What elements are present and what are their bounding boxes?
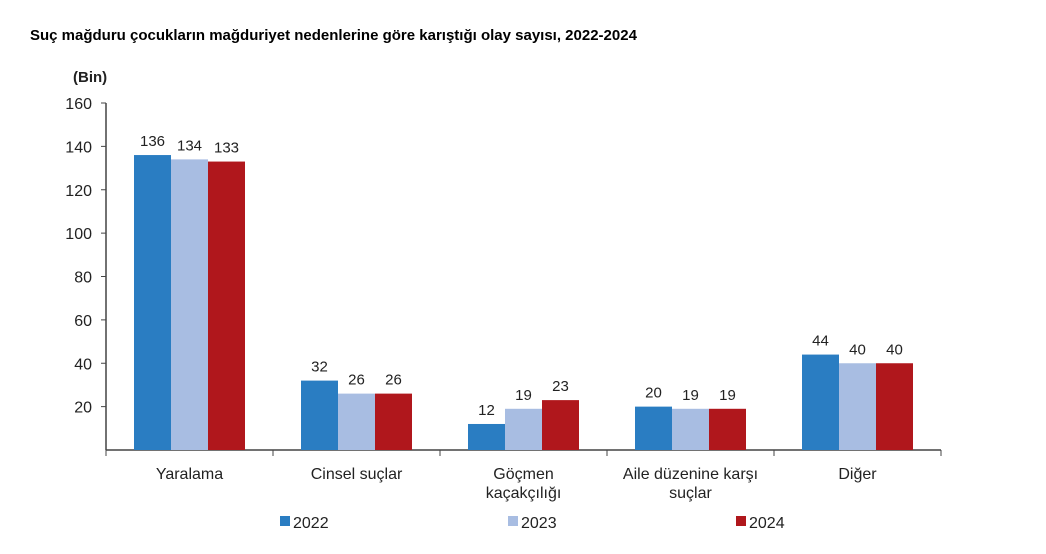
data-label: 19	[682, 387, 699, 404]
bar-2022	[134, 155, 171, 451]
bar-2024	[542, 400, 579, 450]
bar-2024	[709, 408, 746, 450]
y-tick-label: 80	[74, 270, 92, 287]
data-label: 19	[719, 387, 736, 404]
legend-label: 2023	[521, 515, 557, 532]
y-tick-label: 140	[65, 139, 92, 156]
chart-title: Suç mağduru çocukların mağduriyet nedenl…	[30, 27, 637, 44]
bar-2024	[876, 363, 913, 450]
data-label: 12	[478, 402, 495, 419]
data-label: 136	[140, 133, 165, 150]
bar-2022	[301, 380, 338, 450]
bar-2024	[208, 161, 245, 450]
legend-swatch-2022	[280, 516, 290, 526]
x-tick-label: Aile düzenine karşı	[623, 466, 758, 483]
data-label: 23	[552, 378, 569, 395]
data-label: 26	[348, 372, 365, 389]
x-tick-label: Yaralama	[156, 466, 223, 483]
data-label: 19	[515, 387, 532, 404]
legend-label: 2022	[293, 515, 329, 532]
bar-2022	[802, 354, 839, 450]
bar-2023	[672, 408, 709, 450]
x-tick-label: kaçakçılığı	[486, 485, 562, 502]
data-label: 20	[645, 385, 662, 402]
legend-swatch-2023	[508, 516, 518, 526]
bar-2023	[338, 393, 375, 450]
y-tick-label: 20	[74, 400, 92, 417]
bar-2022	[468, 423, 505, 450]
y-tick-label: 100	[65, 226, 92, 243]
legend-swatch-2024	[736, 516, 746, 526]
bar-2024	[375, 393, 412, 450]
data-label: 40	[886, 341, 903, 358]
x-tick-label: Cinsel suçlar	[311, 466, 403, 483]
data-label: 133	[214, 140, 239, 157]
x-tick-label: Göçmen	[493, 466, 553, 483]
y-tick-label: 40	[74, 356, 92, 373]
y-tick-label: 60	[74, 313, 92, 330]
bar-2022	[635, 406, 672, 450]
x-tick-label: suçlar	[669, 485, 712, 502]
bar-2023	[839, 363, 876, 450]
data-label: 26	[385, 372, 402, 389]
data-label: 32	[311, 359, 328, 376]
x-tick-label: Diğer	[838, 466, 877, 483]
data-label: 44	[812, 333, 829, 350]
y-tick-label: 120	[65, 183, 92, 200]
y-tick-label: 160	[65, 96, 92, 113]
legend-label: 2024	[749, 515, 785, 532]
data-label: 134	[177, 137, 202, 154]
bar-2023	[171, 159, 208, 450]
y-axis-label: (Bin)	[73, 69, 107, 86]
bar-2023	[505, 408, 542, 450]
data-label: 40	[849, 341, 866, 358]
